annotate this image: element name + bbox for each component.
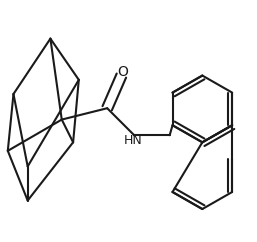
Text: HN: HN	[123, 134, 142, 147]
Text: O: O	[117, 65, 128, 79]
